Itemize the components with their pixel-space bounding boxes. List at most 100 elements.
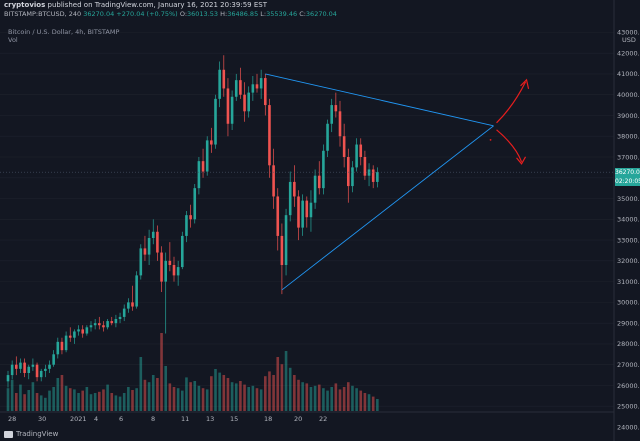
candle-body — [301, 200, 304, 228]
volume-bar — [164, 366, 167, 411]
candle-body — [151, 231, 155, 238]
candle-body — [160, 252, 163, 282]
candle-body — [127, 302, 130, 309]
price-axis-label: 34000.00 — [617, 216, 640, 224]
candle-body — [185, 215, 188, 236]
volume-bar — [288, 367, 292, 411]
volume-bar — [367, 394, 371, 411]
time-axis-label: 18 — [264, 415, 272, 423]
volume-bar — [259, 389, 263, 411]
volume-bar — [44, 397, 47, 411]
volume-bar — [172, 387, 176, 411]
volume-bar — [27, 390, 31, 411]
last-price-tag: 36270.04 — [615, 167, 640, 177]
volume-label[interactable]: Vol — [8, 36, 18, 44]
price-axis-label: 37000.00 — [617, 153, 640, 161]
candle-body — [6, 375, 10, 382]
volume-bar — [201, 388, 205, 411]
time-axis-label: 11 — [181, 415, 189, 423]
volume-bar — [185, 377, 188, 411]
volume-bar — [334, 383, 338, 411]
volume-bar — [293, 375, 296, 411]
candle-body — [35, 364, 39, 378]
candle-body — [77, 329, 80, 332]
open-value: 36013.53 — [187, 10, 219, 18]
publish-info: cryptovios published on TradingView.com,… — [0, 0, 640, 10]
triangle-trendlines — [265, 73, 494, 291]
volume-bar — [135, 388, 138, 411]
volume-bar — [214, 369, 217, 411]
candle-body — [288, 181, 292, 216]
volume-bar — [226, 378, 230, 411]
volume-bar — [272, 375, 275, 411]
candle-body — [259, 78, 263, 89]
volume-bar — [143, 379, 147, 411]
volume-bar — [317, 384, 321, 411]
open-label: O: — [179, 10, 188, 18]
volume-bar — [255, 388, 259, 411]
candle-body — [342, 136, 346, 157]
candle-body — [226, 88, 230, 124]
volume-bars — [6, 333, 379, 411]
candle-body — [118, 316, 122, 319]
volume-bar — [297, 379, 300, 411]
volume-bar — [23, 394, 26, 411]
candle-body — [210, 140, 213, 145]
candle-body — [15, 364, 18, 369]
candle-body — [172, 265, 176, 276]
candle-body — [168, 260, 172, 265]
volume-bar — [251, 385, 255, 411]
volume-bar — [197, 385, 201, 411]
volume-bar — [151, 375, 155, 411]
volume-bar — [156, 378, 159, 411]
change-value: +270.04 (+0.75%) — [116, 10, 178, 18]
volume-bar — [110, 393, 114, 411]
candle-body — [239, 80, 242, 95]
breakout-down-arrow — [496, 129, 523, 163]
volume-bar — [77, 393, 80, 411]
volume-bar — [351, 385, 354, 411]
time-axis: 28 30 2021 4 6 8 11 13 15 18 20 22 — [8, 415, 327, 423]
candle-body — [255, 84, 259, 89]
chart-legend: Bitcoin / U.S. Dollar, 4h, BITSTAMP Vol — [8, 28, 119, 44]
annotation-dot — [489, 138, 492, 141]
candle-body — [355, 144, 358, 168]
candle-body — [322, 150, 325, 189]
instrument-label[interactable]: Bitcoin / U.S. Dollar, 4h, BITSTAMP — [8, 28, 120, 36]
candle-body — [60, 341, 64, 351]
low-value: 35539.46 — [266, 10, 298, 18]
price-axis-label: 25000.00 — [617, 403, 640, 411]
volume-bar — [19, 384, 22, 411]
candle-body — [234, 80, 238, 97]
volume-bar — [239, 381, 242, 411]
volume-bar — [330, 387, 333, 411]
candle-body — [85, 327, 89, 334]
candle-body — [39, 370, 43, 378]
volume-bar — [6, 388, 10, 411]
candle-body — [326, 123, 329, 151]
volume-bar — [264, 376, 267, 411]
price-axis-label: 31000.00 — [617, 278, 640, 286]
price-axis-label: 29000.00 — [617, 319, 640, 327]
price-axis-label: 39000.00 — [617, 112, 640, 120]
tradingview-logo-icon[interactable] — [4, 431, 13, 438]
footer-brand[interactable]: TradingView — [16, 430, 59, 438]
volume-bar — [10, 379, 14, 411]
candle-body — [114, 319, 118, 324]
volume-bar — [363, 393, 367, 411]
ohlc-readout: BITSTAMP:BTCUSD, 240 36270.04 +270.04 (+… — [4, 10, 337, 19]
candle-body — [181, 235, 184, 268]
volume-bar — [68, 388, 72, 411]
candle-body — [98, 323, 101, 326]
candle-body — [205, 140, 209, 172]
candle-body — [73, 331, 76, 338]
volume-bar — [114, 395, 118, 411]
symbol-label: BITSTAMP:BTCUSD, 240 — [4, 10, 82, 18]
volume-bar — [205, 389, 209, 411]
publisher-name[interactable]: cryptovios — [4, 1, 46, 9]
volume-bar — [122, 393, 126, 411]
candle-body — [247, 92, 250, 112]
